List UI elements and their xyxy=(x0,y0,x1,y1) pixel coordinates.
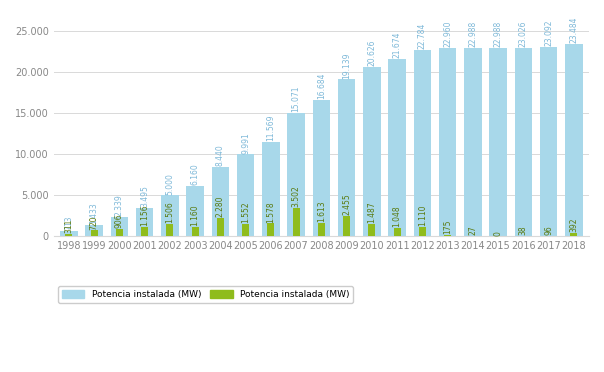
Text: 16.684: 16.684 xyxy=(317,72,326,99)
Bar xyxy=(217,218,224,236)
Text: 2.280: 2.280 xyxy=(216,195,225,217)
Text: 1.160: 1.160 xyxy=(191,205,200,226)
Text: 906: 906 xyxy=(115,214,124,228)
Text: 5.000: 5.000 xyxy=(165,173,175,195)
Text: 392: 392 xyxy=(570,218,579,232)
Text: 175: 175 xyxy=(443,219,452,234)
Bar xyxy=(312,100,330,236)
Bar xyxy=(91,231,98,236)
Bar xyxy=(545,235,552,236)
Text: 3.495: 3.495 xyxy=(140,185,149,207)
Bar xyxy=(161,195,179,236)
Bar xyxy=(116,229,123,236)
Bar xyxy=(85,225,103,236)
Bar xyxy=(136,208,153,236)
Legend: Potencia instalada (MW), Potencia instalada (MW): Potencia instalada (MW), Potencia instal… xyxy=(58,286,353,303)
Text: 6.160: 6.160 xyxy=(191,163,200,185)
Bar xyxy=(368,224,376,236)
Text: 3.502: 3.502 xyxy=(292,185,301,207)
Text: 1.433: 1.433 xyxy=(89,202,98,224)
Text: 38: 38 xyxy=(519,225,528,235)
Text: 1.552: 1.552 xyxy=(241,201,250,223)
Bar xyxy=(464,48,482,236)
Bar xyxy=(419,227,426,236)
Text: 311: 311 xyxy=(65,219,73,233)
Bar xyxy=(414,49,431,236)
Bar xyxy=(191,227,199,236)
Bar xyxy=(65,234,72,236)
Bar xyxy=(237,154,254,236)
Bar xyxy=(388,59,406,236)
Text: 1.506: 1.506 xyxy=(165,202,175,223)
Text: 23.026: 23.026 xyxy=(519,20,528,47)
Bar xyxy=(570,233,577,236)
Bar xyxy=(318,223,325,236)
Text: 1.578: 1.578 xyxy=(266,201,275,222)
Text: 8.440: 8.440 xyxy=(216,145,225,166)
Bar xyxy=(343,216,350,236)
Bar xyxy=(540,47,557,236)
Text: 720: 720 xyxy=(89,215,98,230)
Text: 713: 713 xyxy=(65,215,73,230)
Text: 22.960: 22.960 xyxy=(443,21,452,47)
Text: 1.487: 1.487 xyxy=(367,202,376,223)
Bar xyxy=(515,48,532,236)
Text: 9.991: 9.991 xyxy=(241,132,250,154)
Text: 22.988: 22.988 xyxy=(493,21,503,47)
Text: 20.626: 20.626 xyxy=(367,40,376,67)
Bar xyxy=(439,48,457,236)
Text: 19.139: 19.139 xyxy=(342,52,351,78)
Bar xyxy=(186,186,204,236)
Bar xyxy=(338,80,355,236)
Bar xyxy=(444,235,451,236)
Text: 21.674: 21.674 xyxy=(393,31,402,58)
Bar xyxy=(242,224,249,236)
Bar xyxy=(262,141,280,236)
Text: 11.569: 11.569 xyxy=(266,114,275,141)
Text: 2.455: 2.455 xyxy=(342,194,351,215)
Bar xyxy=(141,227,148,236)
Text: 96: 96 xyxy=(544,225,553,235)
Bar xyxy=(292,208,300,236)
Text: 15.071: 15.071 xyxy=(292,86,301,112)
Text: 23.484: 23.484 xyxy=(570,16,579,43)
Text: 0: 0 xyxy=(493,231,503,235)
Text: 22.988: 22.988 xyxy=(468,21,477,47)
Text: 1.156: 1.156 xyxy=(140,205,149,226)
Bar xyxy=(166,224,173,236)
Bar xyxy=(288,113,305,236)
Text: 27: 27 xyxy=(468,226,477,235)
Bar xyxy=(363,67,381,236)
Bar xyxy=(394,228,400,236)
Text: 2.339: 2.339 xyxy=(115,195,124,217)
Bar xyxy=(211,167,229,236)
Bar xyxy=(60,231,78,236)
Text: 23.092: 23.092 xyxy=(544,20,553,46)
Text: 1.110: 1.110 xyxy=(418,205,427,227)
Text: 1.048: 1.048 xyxy=(393,205,402,227)
Text: 22.784: 22.784 xyxy=(418,22,427,49)
Bar xyxy=(565,44,583,236)
Text: 1.613: 1.613 xyxy=(317,201,326,222)
Bar xyxy=(111,217,128,236)
Bar xyxy=(268,224,274,236)
Bar xyxy=(489,48,507,236)
